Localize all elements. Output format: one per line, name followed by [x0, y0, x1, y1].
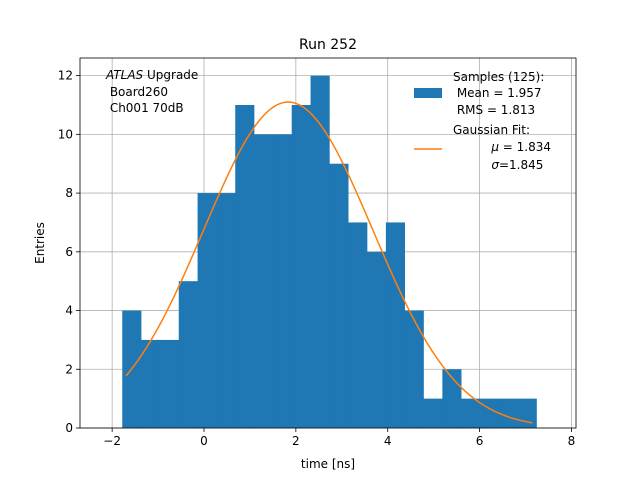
x-tick-label: 6 [476, 434, 484, 448]
histogram-bar [442, 369, 462, 428]
y-tick-label: 4 [65, 304, 73, 318]
histogram-bar [235, 104, 255, 428]
x-axis-ticks: −2 0 2 4 6 8 [103, 428, 575, 448]
y-tick-label: 2 [65, 362, 73, 376]
y-tick-label: 6 [65, 245, 73, 259]
legend-sigma-symbol: σ [491, 158, 499, 172]
y-tick-label: 10 [58, 127, 73, 141]
y-tick-label: 12 [58, 69, 73, 83]
histogram-bar [385, 222, 405, 428]
histogram-bar [423, 398, 443, 428]
annotation-line-3: Ch001 70dB [106, 101, 184, 115]
legend-sigma-value: =1.845 [499, 158, 543, 172]
x-tick-label: 8 [568, 434, 576, 448]
x-tick-label: 4 [384, 434, 392, 448]
histogram-bar [461, 398, 481, 428]
legend-mu-value: = 1.834 [499, 140, 551, 154]
histogram-bar [254, 134, 274, 428]
histogram-bar [348, 222, 368, 428]
x-tick-label: −2 [103, 434, 121, 448]
annotation-atlas: ATLAS [105, 68, 144, 82]
histogram-bar [272, 134, 293, 428]
annotation-line-2: Board260 [106, 85, 168, 99]
y-axis-label: Entries [33, 222, 47, 264]
legend: Samples (125): Mean = 1.957 RMS = 1.813 … [414, 70, 578, 172]
legend-samples-title: Samples (125): [453, 70, 544, 84]
gaussian-fit-curve [125, 101, 533, 424]
histogram-bar [404, 310, 424, 428]
histogram-bar [367, 251, 387, 428]
legend-samples-swatch [414, 88, 442, 98]
legend-fit-title: Gaussian Fit: [453, 123, 530, 137]
legend-samples-rms: RMS = 1.813 [453, 103, 535, 117]
histogram-bars [122, 75, 537, 428]
y-tick-label: 0 [65, 421, 73, 435]
annotation-line-1: ATLAS Upgrade [105, 68, 198, 82]
histogram-bar [498, 398, 518, 428]
histogram-bar [480, 398, 500, 428]
chart-title: Run 252 [299, 37, 357, 53]
legend-fit-sigma: σ=1.845 [457, 158, 570, 172]
histogram-bar [197, 193, 217, 428]
histogram-bar [517, 398, 537, 428]
histogram-bar [141, 339, 161, 428]
legend-samples-mean: Mean = 1.957 [453, 86, 542, 100]
x-axis-label: time [ns] [301, 457, 355, 471]
histogram-bar [329, 163, 349, 428]
legend-mu-symbol: μ [490, 140, 499, 154]
y-axis-ticks: 0 2 4 6 8 10 12 [58, 69, 80, 435]
annotation-upgrade: Upgrade [143, 68, 198, 82]
histogram-bar [291, 104, 311, 428]
y-tick-label: 8 [65, 186, 73, 200]
plot-frame [79, 57, 577, 429]
histogram-bar [310, 75, 330, 428]
histogram-bar [178, 281, 198, 428]
x-tick-label: 0 [200, 434, 208, 448]
x-tick-label: 2 [292, 434, 300, 448]
legend-fit-mu: μ = 1.834 [457, 140, 578, 154]
histogram-bar [159, 339, 180, 428]
histogram-bar [216, 193, 236, 428]
atlas-annotation: ATLAS Upgrade Board260 Ch001 70dB [105, 68, 198, 115]
